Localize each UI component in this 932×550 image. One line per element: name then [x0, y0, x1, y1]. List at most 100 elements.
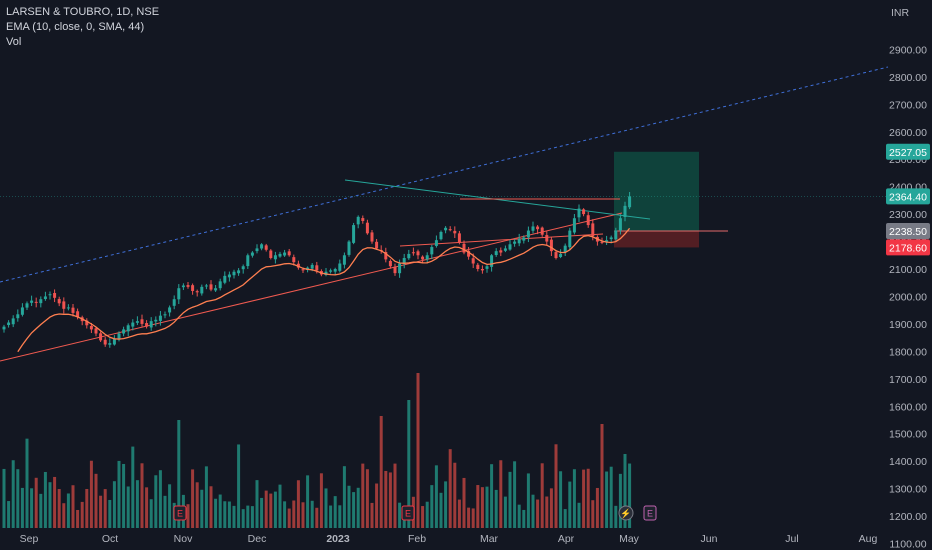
- volume-bar: [112, 481, 116, 528]
- candle-body: [16, 314, 20, 319]
- volume-bar: [310, 500, 314, 528]
- candle-body: [494, 251, 498, 255]
- candle-body: [223, 275, 227, 283]
- volume-bar: [241, 509, 245, 528]
- last-price-badge[interactable]: 2364.40: [886, 188, 930, 205]
- candle-body: [591, 223, 595, 237]
- earnings-badge[interactable]: [401, 505, 415, 521]
- volume-bar: [53, 476, 57, 528]
- volume-bar: [154, 475, 158, 528]
- earnings-marker-feb[interactable]: E: [401, 505, 415, 521]
- earnings-label: E: [647, 509, 653, 519]
- candle-body: [269, 250, 273, 259]
- volume-bar: [549, 488, 553, 528]
- volume-bar: [618, 473, 622, 528]
- price-tick-label: 1300.00: [889, 484, 927, 496]
- candle-body: [582, 209, 586, 215]
- candle-body: [430, 247, 434, 255]
- chart-legend: LARSEN & TOUBRO, 1D, NSE EMA (10, close,…: [6, 5, 159, 50]
- volume-bar: [57, 489, 61, 528]
- candle-body: [163, 314, 167, 316]
- drawing-lines[interactable]: [0, 66, 889, 362]
- volume-bar: [582, 469, 586, 528]
- earnings-marker-nov[interactable]: E: [173, 505, 187, 521]
- price-tick-label: 1500.00: [889, 429, 927, 441]
- earnings-marker-may[interactable]: E: [643, 505, 657, 521]
- candle-body: [112, 338, 116, 345]
- time-tick-label: Apr: [558, 533, 575, 545]
- event-markers[interactable]: E E E ⚡: [173, 505, 657, 521]
- time-axis[interactable]: Sep Oct Nov Dec 2023 Feb Mar Apr May Jun Jul Aug: [20, 533, 878, 545]
- volume-bar: [283, 501, 287, 528]
- candle-body: [605, 240, 609, 242]
- volume-bar: [11, 460, 15, 528]
- price-tick-label: 1600.00: [889, 401, 927, 413]
- volume-bar: [365, 469, 369, 528]
- candle-body: [462, 243, 466, 253]
- time-tick-label: Dec: [248, 533, 267, 545]
- channel-dashed-line[interactable]: [0, 66, 889, 283]
- candle-body: [181, 285, 185, 288]
- volume-bar: [214, 498, 218, 528]
- price-badge-label: 2527.05: [889, 147, 927, 159]
- volume-bar: [103, 489, 107, 528]
- volume-bar: [324, 488, 328, 528]
- candle-body: [563, 245, 567, 253]
- candle-body: [241, 266, 245, 270]
- earnings-badge[interactable]: [173, 505, 187, 521]
- candle-body: [609, 237, 613, 240]
- volume-bar: [333, 496, 337, 528]
- time-tick-label: Mar: [480, 533, 499, 545]
- volume-bar: [20, 487, 24, 528]
- earnings-badge[interactable]: [643, 505, 657, 521]
- volume-bar: [43, 471, 47, 528]
- rising-trendline-lower[interactable]: [0, 212, 623, 362]
- candle-body: [117, 333, 121, 340]
- volume-bar: [62, 503, 66, 528]
- candle-body: [347, 241, 351, 255]
- candle-body: [434, 240, 438, 246]
- volume-bar: [200, 489, 204, 528]
- volume-bar: [352, 492, 356, 528]
- volume-bar: [66, 493, 70, 528]
- time-tick-label: Jun: [701, 533, 718, 545]
- price-tick-label: 2600.00: [889, 127, 927, 139]
- time-tick-label: Sep: [20, 533, 39, 545]
- ema-polyline: [17, 227, 631, 353]
- volume-bar: [227, 501, 231, 528]
- candle-body: [57, 299, 61, 304]
- volume-bar: [531, 494, 535, 528]
- target-zone[interactable]: [614, 151, 699, 231]
- volume-bar: [398, 502, 402, 528]
- volume-bar: [126, 486, 130, 528]
- volume-bar: [421, 506, 425, 528]
- symbol-title[interactable]: LARSEN & TOUBRO, 1D, NSE: [6, 6, 160, 18]
- price-tick-label: 1700.00: [889, 374, 927, 386]
- indicator-ema[interactable]: EMA (10, close, 0, SMA, 44): [6, 21, 145, 33]
- candle-body: [471, 258, 475, 264]
- volume-bar: [379, 416, 383, 528]
- volume-bar: [186, 504, 190, 528]
- candle-body: [186, 285, 190, 287]
- dividend-marker[interactable]: ⚡: [618, 505, 634, 521]
- volume-bar: [329, 505, 333, 528]
- volume-bar: [485, 486, 489, 528]
- stop-zone[interactable]: [614, 230, 699, 248]
- volume-bar: [591, 500, 595, 528]
- volume-bar: [554, 444, 558, 528]
- price-axis[interactable]: 1100.00 1200.00 1300.00 1400.00 1500.00 1600.…: [886, 44, 930, 550]
- stop-price-badge[interactable]: 2178.60: [886, 239, 930, 256]
- position-zones[interactable]: [614, 151, 728, 248]
- volume-bar: [246, 505, 250, 528]
- candle-body: [614, 230, 618, 240]
- target-price-badge[interactable]: 2527.05: [886, 143, 930, 160]
- entry-price-badge[interactable]: 2238.50: [886, 222, 930, 239]
- dividend-badge[interactable]: [618, 505, 634, 521]
- candle-body: [250, 252, 254, 256]
- volume-bar: [122, 463, 126, 528]
- candle-body: [407, 253, 411, 259]
- indicator-volume[interactable]: Vol: [6, 36, 22, 48]
- candle-body: [85, 320, 89, 326]
